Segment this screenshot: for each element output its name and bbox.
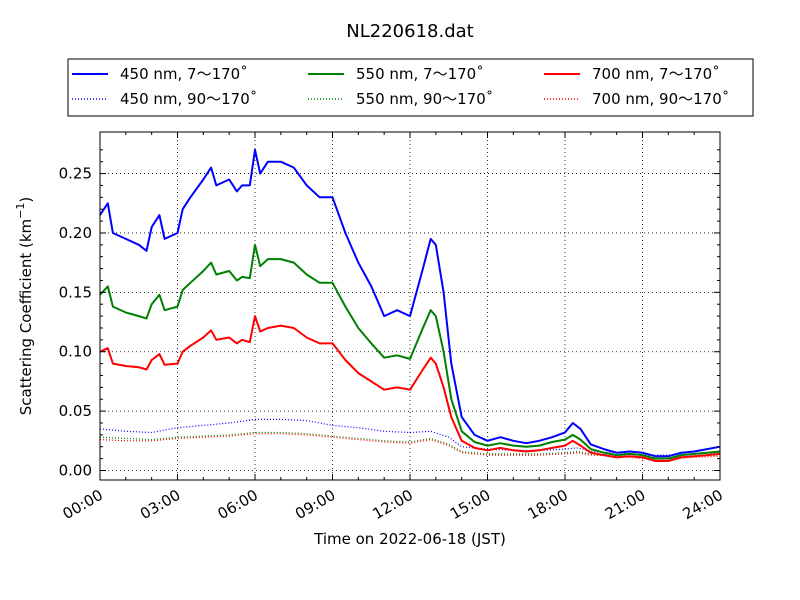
x-tick-label: 09:00 [292,486,338,523]
series-line-4 [99,315,721,462]
ticks [99,132,721,480]
y-axis-label-main: Scattering Coefficient (km [17,219,35,415]
y-tick-label: 0.05 [59,402,92,420]
x-tick-label: 15:00 [447,486,493,523]
x-tick-label: 21:00 [602,486,648,523]
legend-label: 550 nm, 7～170˚ [356,65,484,83]
legend-label: 450 nm, 7～170˚ [120,65,248,83]
y-tick-label: 0.15 [59,283,92,301]
legend-label: 450 nm, 90～170˚ [120,90,257,108]
series-group [99,148,721,462]
y-tick-label: 0.00 [59,461,92,479]
y-axis-label: Scattering Coefficient (km−1) [14,197,35,416]
legend: 450 nm, 7～170˚ 450 nm, 90～170˚ 550 nm, 7～1… [67,58,754,117]
y-tick-label: 0.10 [59,343,92,361]
legend-frame [67,58,754,117]
y-axis-label-close: ) [17,197,35,203]
y-axis-label-sup: −1 [14,203,27,219]
series-line-2 [99,243,721,460]
x-tick-label: 03:00 [137,486,183,523]
y-tick-label: 0.20 [59,224,92,242]
legend-label: 700 nm, 90～170˚ [592,90,729,108]
x-tick-label: 24:00 [680,486,726,523]
legend-label: 700 nm, 7～170˚ [592,65,720,83]
grid [100,132,720,480]
chart-title: NL220618.dat [346,21,473,42]
legend-label: 550 nm, 90～170˚ [356,90,493,108]
x-tick-label: 12:00 [370,486,416,523]
y-tick-labels: 0.00 0.05 0.10 0.15 0.20 0.25 [59,165,92,480]
series-line-0 [99,148,721,458]
x-tick-label: 18:00 [525,486,571,523]
y-tick-label: 0.25 [59,165,92,183]
x-axis-label: Time on 2022-06-18 (JST) [313,530,506,548]
x-tick-labels: 00:00 03:00 06:00 09:00 12:00 15:00 18:00 21:00… [60,486,726,523]
x-tick-label: 00:00 [60,486,106,523]
x-tick-label: 06:00 [215,486,261,523]
